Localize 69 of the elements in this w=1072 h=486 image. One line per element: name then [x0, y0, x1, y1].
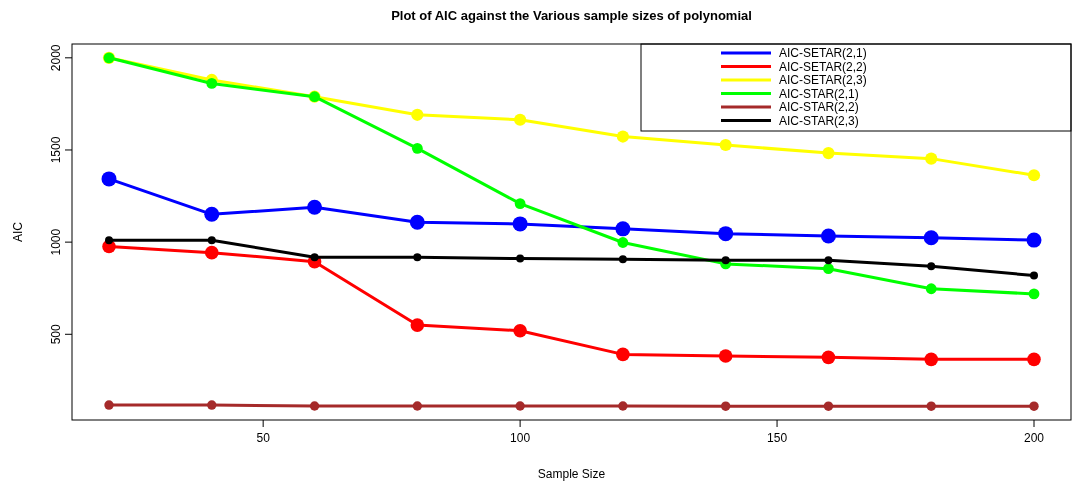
- point: [820, 228, 836, 244]
- x-tick-label: 50: [256, 431, 271, 445]
- point: [1030, 271, 1038, 280]
- point: [204, 206, 220, 222]
- y-tick-label: 1000: [49, 228, 63, 256]
- y-tick-label: 500: [49, 323, 63, 345]
- point: [720, 401, 731, 411]
- point: [719, 138, 732, 152]
- point: [513, 323, 527, 338]
- point: [616, 130, 629, 143]
- legend-label: AIC-STAR(2,1): [779, 86, 859, 101]
- point: [925, 283, 937, 295]
- legend-label: AIC-STAR(2,3): [779, 113, 859, 128]
- point: [412, 401, 423, 411]
- point: [616, 347, 630, 362]
- point: [721, 256, 730, 265]
- point: [514, 198, 526, 210]
- x-tick-label: 100: [510, 431, 531, 445]
- point: [413, 253, 422, 262]
- point: [926, 401, 936, 411]
- x-tick-label: 200: [1023, 431, 1045, 445]
- point: [718, 349, 733, 363]
- chart-title: Plot of AIC against the Various sample sizes of polynomial: [391, 8, 752, 23]
- y-axis-title: AIC: [11, 221, 25, 243]
- point: [411, 142, 423, 154]
- legend-label: AIC-SETAR(2,3): [779, 73, 867, 87]
- point: [925, 152, 938, 165]
- point: [204, 245, 219, 260]
- x-axis-title: Sample Size: [537, 467, 606, 481]
- legend-label: AIC-STAR(2,2): [779, 100, 859, 114]
- point: [824, 256, 833, 265]
- point: [515, 401, 525, 411]
- y-tick-label: 1500: [49, 136, 63, 164]
- legend-label: AIC-SETAR(2,2): [779, 59, 867, 74]
- point: [206, 78, 218, 89]
- point: [924, 352, 939, 367]
- point: [618, 255, 627, 264]
- point: [1027, 352, 1041, 367]
- point: [104, 400, 114, 410]
- point: [309, 401, 320, 411]
- point: [718, 226, 734, 242]
- point: [207, 400, 217, 410]
- point: [823, 401, 834, 411]
- point: [617, 237, 629, 248]
- x-tick-label: 150: [767, 431, 788, 445]
- point: [512, 216, 528, 232]
- point: [409, 214, 425, 230]
- point: [514, 113, 527, 126]
- point: [923, 230, 939, 246]
- point: [101, 171, 117, 187]
- point: [823, 263, 834, 275]
- point: [105, 236, 113, 245]
- point: [1026, 232, 1042, 248]
- point: [1028, 288, 1040, 300]
- point: [516, 254, 525, 263]
- point: [927, 262, 936, 271]
- point: [822, 147, 835, 160]
- point: [307, 199, 323, 215]
- point: [411, 108, 424, 121]
- point: [207, 236, 216, 245]
- point: [1027, 169, 1041, 182]
- point: [618, 401, 628, 411]
- point: [310, 253, 319, 262]
- point: [615, 221, 631, 237]
- point: [410, 318, 425, 332]
- point: [821, 350, 836, 365]
- point: [1029, 401, 1039, 411]
- legend-label: AIC-SETAR(2,1): [779, 46, 867, 60]
- y-tick-label: 2000: [49, 44, 63, 72]
